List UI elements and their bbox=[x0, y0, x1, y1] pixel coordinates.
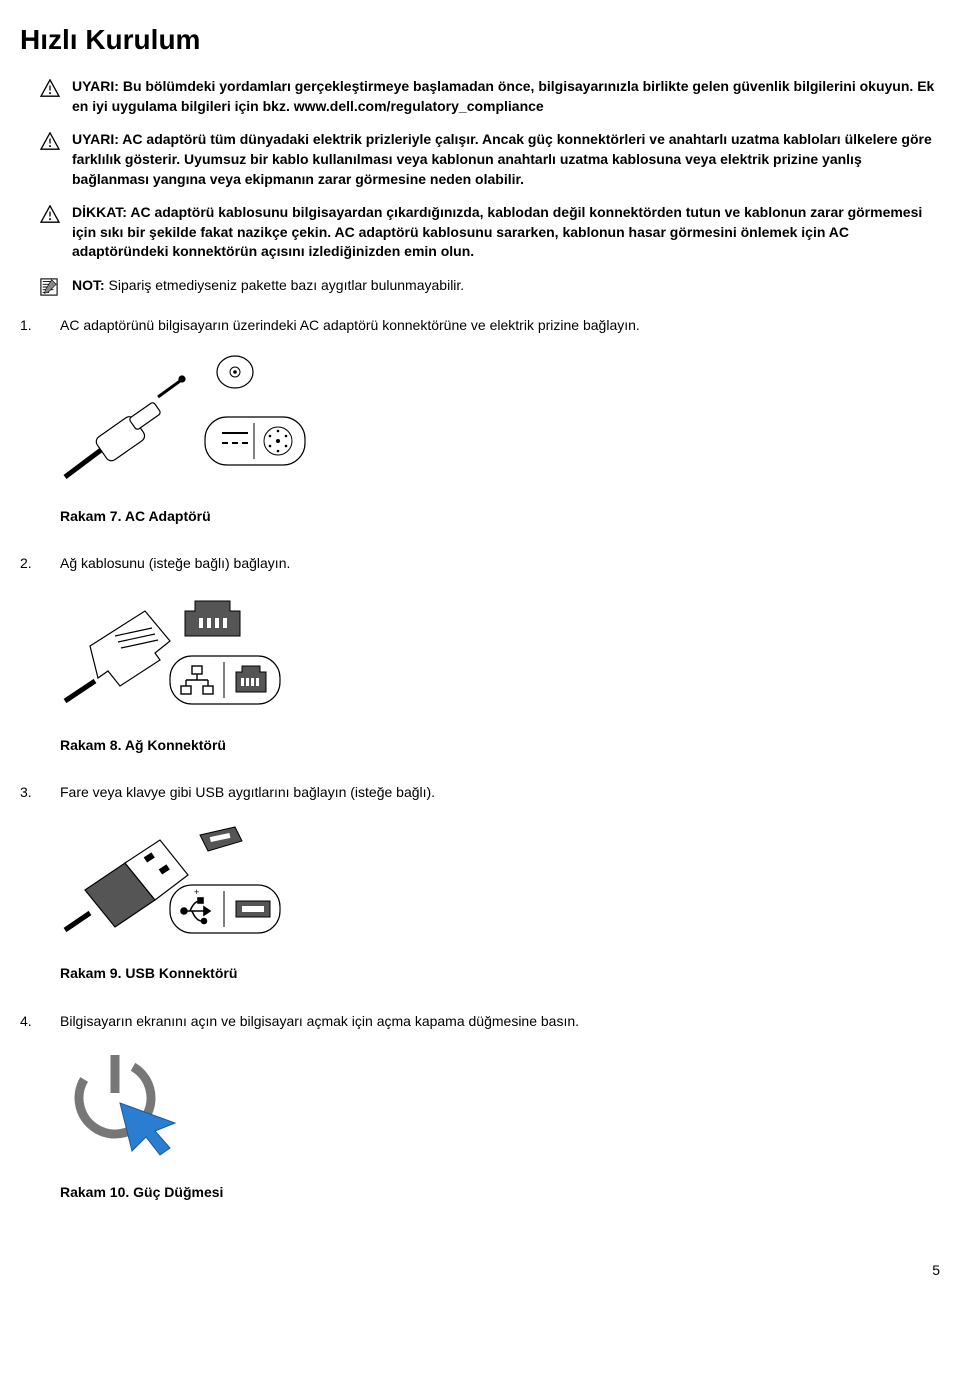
warning-icon bbox=[40, 79, 68, 103]
step-text: Bilgisayarın ekranını açın ve bilgisayar… bbox=[60, 1012, 940, 1032]
note-text: Sipariş etmediyseniz pakette bazı aygıtl… bbox=[105, 277, 465, 293]
step-text: AC adaptörünü bilgisayarın üzerindeki AC… bbox=[60, 316, 940, 336]
warning-text: AC adaptörü tüm dünyadaki elektrik prizl… bbox=[72, 131, 932, 186]
figure-caption: Rakam 10. Güç Düğmesi bbox=[60, 1183, 940, 1203]
svg-text:+: + bbox=[194, 887, 199, 897]
step-text: Fare veya klavye gibi USB aygıtlarını ba… bbox=[60, 783, 940, 803]
step-3: 3. Fare veya klavye gibi USB aygıtlarını… bbox=[20, 783, 940, 1002]
caution-block: DİKKAT: AC adaptörü kablosunu bilgisayar… bbox=[20, 203, 940, 262]
note-block: NOT: Sipariş etmediyseniz pakette bazı a… bbox=[20, 276, 940, 302]
caution-icon bbox=[40, 205, 68, 229]
step-number: 3. bbox=[20, 783, 60, 1002]
figure-network bbox=[60, 586, 940, 722]
warning-label: UYARI: bbox=[72, 131, 119, 147]
warning-label: UYARI: bbox=[72, 78, 119, 94]
note-label: NOT: bbox=[72, 277, 105, 293]
step-4: 4. Bilgisayarın ekranını açın ve bilgisa… bbox=[20, 1012, 940, 1221]
step-1: 1. AC adaptörünü bilgisayarın üzerindeki… bbox=[20, 316, 940, 545]
page-title: Hızlı Kurulum bbox=[20, 20, 940, 59]
figure-ac-adapter bbox=[60, 347, 940, 493]
figure-power-button bbox=[60, 1043, 940, 1169]
warning-text: Bu bölümdeki yordamları gerçekleştirmeye… bbox=[72, 78, 934, 114]
step-number: 2. bbox=[20, 554, 60, 773]
note-icon bbox=[40, 278, 68, 302]
page-number: 5 bbox=[20, 1261, 940, 1281]
step-text: Ağ kablosunu (isteğe bağlı) bağlayın. bbox=[60, 554, 940, 574]
figure-caption: Rakam 7. AC Adaptörü bbox=[60, 507, 940, 527]
figure-caption: Rakam 9. USB Konnektörü bbox=[60, 964, 940, 984]
figure-usb: + bbox=[60, 815, 940, 951]
figure-caption: Rakam 8. Ağ Konnektörü bbox=[60, 736, 940, 756]
warning-icon bbox=[40, 132, 68, 156]
warning-block-1: UYARI: Bu bölümdeki yordamları gerçekleş… bbox=[20, 77, 940, 116]
step-number: 1. bbox=[20, 316, 60, 545]
step-number: 4. bbox=[20, 1012, 60, 1221]
steps-list: 1. AC adaptörünü bilgisayarın üzerindeki… bbox=[20, 316, 940, 1221]
caution-label: DİKKAT: bbox=[72, 204, 127, 220]
caution-text: AC adaptörü kablosunu bilgisayardan çıka… bbox=[72, 204, 922, 259]
warning-block-2: UYARI: AC adaptörü tüm dünyadaki elektri… bbox=[20, 130, 940, 189]
step-2: 2. Ağ kablosunu (isteğe bağlı) bağlayın. bbox=[20, 554, 940, 773]
